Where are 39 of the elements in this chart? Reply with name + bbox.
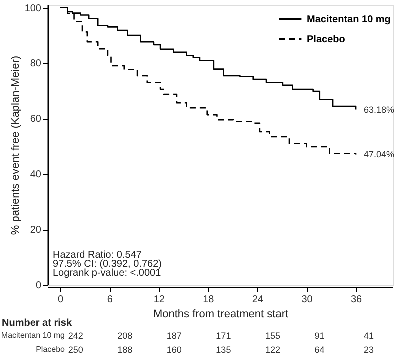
text: 188 xyxy=(118,345,133,354)
text: Placebo xyxy=(36,345,66,354)
x-tick-label: 0 xyxy=(58,294,64,306)
text: 122 xyxy=(265,345,280,354)
y-axis-title: % patients event free (Kaplan-Meier) xyxy=(10,56,22,236)
x-tick-label: 18 xyxy=(203,294,215,306)
text: 155 xyxy=(265,331,280,341)
y-tick-label: 100 xyxy=(24,3,42,14)
text: 187 xyxy=(166,331,182,341)
text: 208 xyxy=(118,331,133,341)
x-tick-label: 24 xyxy=(252,294,264,306)
text: 41 xyxy=(364,331,374,341)
annotation: Logrank p-value: <.0001 xyxy=(53,268,162,279)
x-tick-label: 30 xyxy=(302,294,314,306)
text: 23 xyxy=(364,345,374,354)
legend-label: Macitentan 10 mg xyxy=(307,14,391,26)
x-tick-label: 12 xyxy=(154,294,166,306)
annotation: 63.18% xyxy=(364,104,395,115)
text: 242 xyxy=(68,331,84,341)
text: 91 xyxy=(314,331,325,341)
x-tick-label: 6 xyxy=(107,294,114,306)
y-tick-label: 0 xyxy=(36,280,42,292)
y-tick-label: 60 xyxy=(30,114,42,126)
legend-label: Placebo xyxy=(307,34,346,46)
annotation: 47.04% xyxy=(364,150,395,160)
x-tick-label: 36 xyxy=(350,294,363,306)
y-tick-label: 80 xyxy=(30,58,42,70)
text: 160 xyxy=(166,345,182,354)
text: 135 xyxy=(216,345,232,354)
annotation: Hazard Ratio: 0.547 xyxy=(53,250,142,261)
text: 250 xyxy=(68,345,84,354)
text: Macitentan 10 mg xyxy=(1,331,65,340)
annotation: 97.5% CI: (0.392, 0.762) xyxy=(53,259,162,270)
x-axis-title: Months from treatment start xyxy=(153,308,289,320)
text: 64 xyxy=(314,345,325,354)
text: Number at risk xyxy=(2,318,72,329)
text: 171 xyxy=(216,331,232,341)
y-tick-label: 40 xyxy=(30,170,42,181)
y-tick-label: 20 xyxy=(30,225,42,236)
